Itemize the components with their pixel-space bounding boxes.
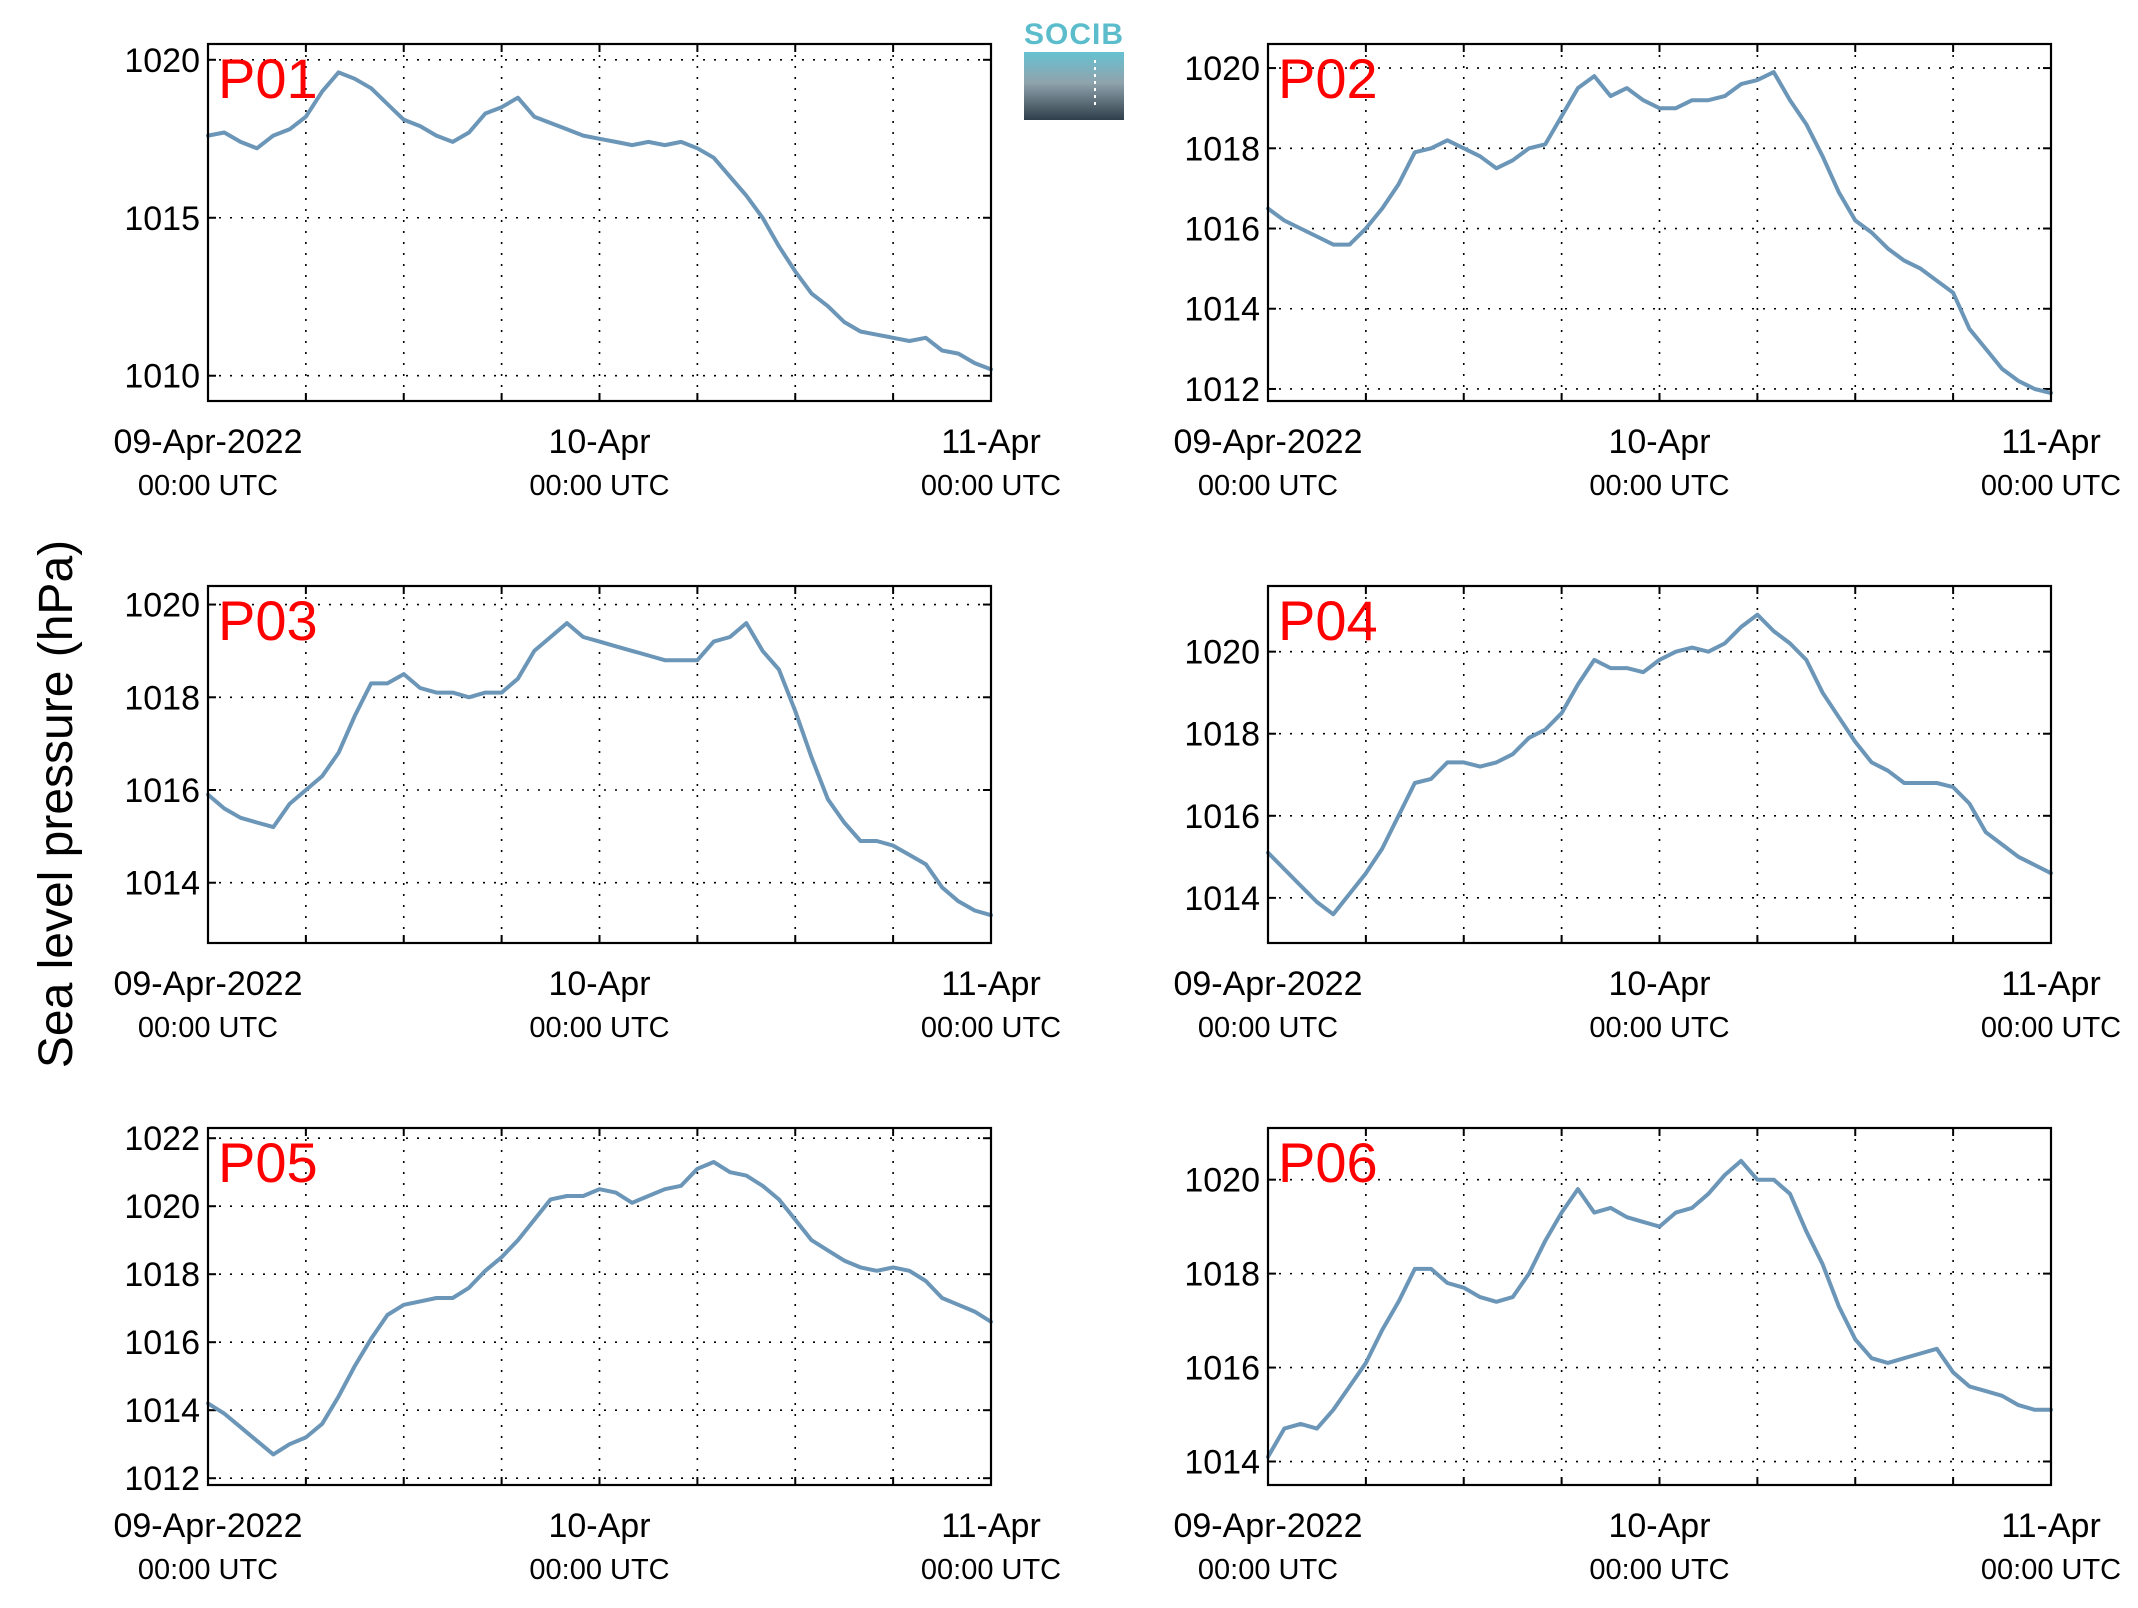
x-tick-sublabel: 00:00 UTC xyxy=(1589,1012,1729,1044)
x-tick-label: 11-Apr xyxy=(941,1507,1041,1545)
x-tick-label: 10-Apr xyxy=(548,1507,650,1545)
y-tick-label: 1020 xyxy=(124,587,200,625)
x-tick-label: 10-Apr xyxy=(548,423,650,461)
x-tick-label: 11-Apr xyxy=(2001,965,2101,1003)
y-tick-label: 1016 xyxy=(124,1324,200,1362)
panel-title: P05 xyxy=(218,1131,318,1194)
socib-logo-text: SOCIB xyxy=(1024,18,1124,51)
panel-p06: 1014 1016 1018 1020 P06 09-Apr-2022 00:00 UTC 1… xyxy=(1173,1126,2121,1586)
socib-logo: SOCIB xyxy=(1024,18,1124,120)
x-tick-label: 10-Apr xyxy=(548,965,650,1003)
y-tick-label: 1014 xyxy=(124,1392,200,1430)
x-tick-sublabel: 00:00 UTC xyxy=(1198,1012,1338,1044)
x-tick-sublabel: 00:00 UTC xyxy=(529,470,669,502)
x-tick-label: 11-Apr xyxy=(2001,423,2101,461)
x-tick-sublabel: 00:00 UTC xyxy=(529,1012,669,1044)
y-tick-label: 1020 xyxy=(124,1188,200,1226)
y-tick-label: 1016 xyxy=(1184,211,1260,249)
panel-p04: 1014 1016 1018 1020 P04 09-Apr-2022 00:00 UTC 1… xyxy=(1173,584,2121,1044)
y-tick-label: 1018 xyxy=(1184,130,1260,168)
x-tick-label: 11-Apr xyxy=(941,423,1041,461)
y-tick-label: 1014 xyxy=(124,865,200,903)
panel-title: P06 xyxy=(1278,1131,1378,1194)
x-tick-sublabel: 00:00 UTC xyxy=(1981,1554,2121,1586)
y-tick-label: 1022 xyxy=(124,1120,200,1158)
plot-frame xyxy=(1266,584,2053,945)
pressure-series-line xyxy=(1266,1158,2053,1459)
y-tick-label: 1014 xyxy=(1184,1444,1260,1482)
socib-logo-mark xyxy=(1024,52,1124,120)
panel-title: P01 xyxy=(218,47,318,110)
x-tick-sublabel: 00:00 UTC xyxy=(1589,1554,1729,1586)
x-tick-label: 10-Apr xyxy=(1608,965,1710,1003)
x-tick-sublabel: 00:00 UTC xyxy=(138,1012,278,1044)
x-tick-label: 11-Apr xyxy=(941,965,1041,1003)
panel-p05: 1012 1014 1016 1018 1020 1022 P05 09-Apr-2022 00… xyxy=(113,1120,1061,1586)
y-axis-label: Sea level pressure (hPa) xyxy=(30,540,83,1068)
plot-frame xyxy=(206,42,993,403)
x-tick-sublabel: 00:00 UTC xyxy=(921,470,1061,502)
panel-title: P03 xyxy=(218,589,318,652)
y-tick-label: 1010 xyxy=(124,358,200,396)
y-tick-label: 1014 xyxy=(1184,880,1260,918)
x-tick-sublabel: 00:00 UTC xyxy=(1198,470,1338,502)
pressure-series-line xyxy=(206,70,993,372)
panel-title: P02 xyxy=(1278,47,1378,110)
panel-p03: 1014 1016 1018 1020 P03 09-Apr-2022 00:00 UTC 1… xyxy=(113,584,1061,1044)
x-tick-label: 09-Apr-2022 xyxy=(1173,1507,1362,1545)
plot-frame xyxy=(206,584,993,945)
y-tick-label: 1014 xyxy=(1184,291,1260,329)
y-tick-label: 1018 xyxy=(1184,716,1260,754)
y-tick-label: 1015 xyxy=(124,200,200,238)
y-tick-label: 1020 xyxy=(1184,1162,1260,1200)
y-tick-label: 1012 xyxy=(124,1460,200,1498)
x-tick-sublabel: 00:00 UTC xyxy=(138,1554,278,1586)
x-tick-sublabel: 00:00 UTC xyxy=(921,1554,1061,1586)
pressure-series-line xyxy=(206,621,993,918)
panels: 1010 1015 1020 P01 09-Apr-2022 00:00 UTC 10-Ap… xyxy=(113,42,2121,1586)
panel-p01: 1010 1015 1020 P01 09-Apr-2022 00:00 UTC 10-Ap… xyxy=(113,42,1061,502)
y-tick-label: 1016 xyxy=(1184,798,1260,836)
y-tick-label: 1012 xyxy=(1184,371,1260,409)
x-tick-sublabel: 00:00 UTC xyxy=(138,470,278,502)
pressure-series-line xyxy=(1266,612,2053,917)
x-tick-label: 09-Apr-2022 xyxy=(1173,423,1362,461)
x-tick-label: 10-Apr xyxy=(1608,1507,1710,1545)
x-tick-sublabel: 00:00 UTC xyxy=(921,1012,1061,1044)
x-tick-sublabel: 00:00 UTC xyxy=(1589,470,1729,502)
x-tick-sublabel: 00:00 UTC xyxy=(1981,1012,2121,1044)
x-tick-label: 09-Apr-2022 xyxy=(113,423,302,461)
x-tick-sublabel: 00:00 UTC xyxy=(1198,1554,1338,1586)
panel-p02: 1012 1014 1016 1018 1020 P02 09-Apr-2022 00:00 … xyxy=(1173,42,2121,502)
y-tick-label: 1016 xyxy=(1184,1350,1260,1388)
pressure-series-line xyxy=(1266,70,2053,395)
plot-frame xyxy=(206,1126,993,1487)
pressure-series-line xyxy=(206,1160,993,1457)
y-tick-label: 1018 xyxy=(124,1256,200,1294)
x-tick-label: 09-Apr-2022 xyxy=(113,1507,302,1545)
x-tick-label: 09-Apr-2022 xyxy=(113,965,302,1003)
y-tick-label: 1018 xyxy=(124,679,200,717)
y-tick-label: 1018 xyxy=(1184,1256,1260,1294)
y-tick-label: 1016 xyxy=(124,772,200,810)
x-tick-label: 10-Apr xyxy=(1608,423,1710,461)
x-tick-sublabel: 00:00 UTC xyxy=(1981,470,2121,502)
y-tick-label: 1020 xyxy=(124,42,200,80)
x-tick-label: 11-Apr xyxy=(2001,1507,2101,1545)
x-tick-sublabel: 00:00 UTC xyxy=(529,1554,669,1586)
x-tick-label: 09-Apr-2022 xyxy=(1173,965,1362,1003)
plot-frame xyxy=(1266,42,2053,403)
y-tick-label: 1020 xyxy=(1184,50,1260,88)
panel-title: P04 xyxy=(1278,589,1378,652)
y-tick-label: 1020 xyxy=(1184,634,1260,672)
plot-frame xyxy=(1266,1126,2053,1487)
